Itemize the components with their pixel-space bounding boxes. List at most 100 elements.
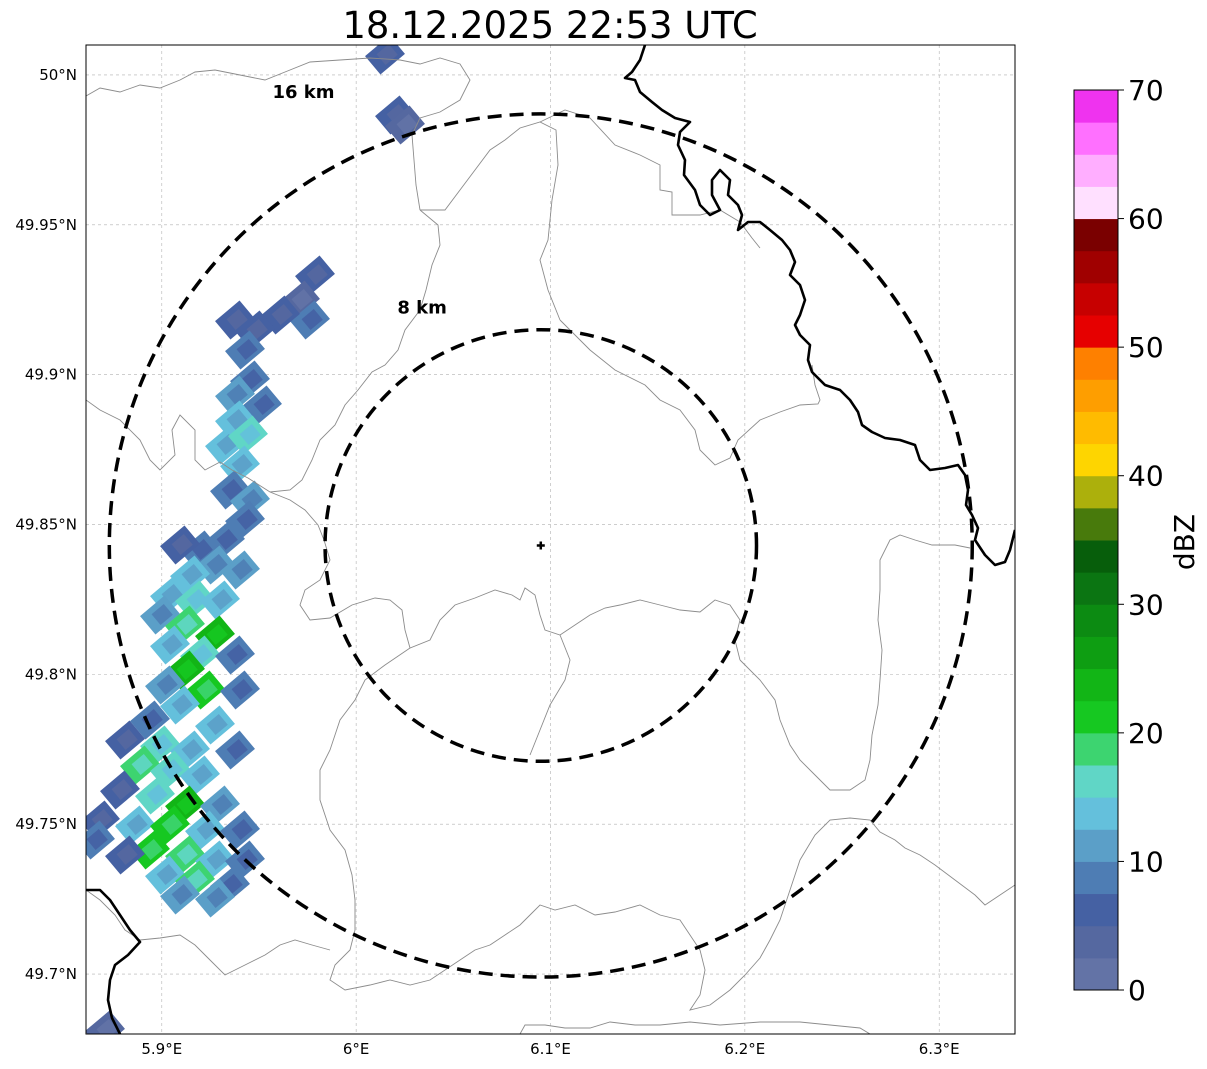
echo-cell	[161, 633, 183, 655]
colorbar-bin	[1074, 540, 1118, 573]
echo-cell	[231, 558, 253, 580]
colorbar-tick-label: 30	[1128, 588, 1164, 621]
colorbar-bin	[1074, 765, 1118, 798]
boundary-line	[319, 647, 491, 991]
echo-cell	[301, 308, 323, 330]
y-tick-label: 50°N	[39, 66, 77, 84]
boundary-line	[539, 109, 761, 249]
echo-cell	[196, 678, 218, 700]
echo-cell	[191, 763, 213, 785]
colorbar-tick-label: 60	[1128, 203, 1164, 236]
range-ring-label: 8 km	[397, 298, 447, 319]
echo-cell	[116, 843, 138, 865]
colorbar-tick-label: 0	[1128, 974, 1146, 1007]
reflectivity-echoes	[86, 45, 425, 1034]
colorbar-tick-label: 50	[1128, 331, 1164, 364]
echo-cell	[226, 738, 248, 760]
colorbar-bin	[1074, 315, 1118, 348]
echo-cell	[291, 288, 313, 310]
colorbar-tick-label: 10	[1128, 845, 1164, 878]
echo-cell	[161, 813, 183, 835]
echo-cell	[171, 693, 193, 715]
range-ring	[107, 112, 974, 979]
echo-cell	[96, 1018, 118, 1034]
echo-cell	[376, 45, 398, 65]
colorbar-bin	[1074, 732, 1118, 766]
colorbar-bin	[1074, 797, 1118, 830]
echo-cell	[156, 673, 178, 695]
colorbar-bin	[1074, 700, 1118, 734]
echo-cell	[206, 886, 228, 908]
echo-cell	[161, 758, 183, 780]
y-tick-label: 49.9°N	[25, 366, 77, 384]
boundary-line	[420, 121, 561, 321]
colorbar-unit-label: dBZ	[1168, 514, 1201, 570]
echo-cell	[231, 678, 253, 700]
echo-cell	[206, 623, 228, 645]
echo-cell	[216, 528, 238, 550]
map-frame	[85, 44, 1016, 1035]
colorbar-bin	[1074, 572, 1118, 605]
boundary-line	[86, 399, 325, 541]
y-tick-label: 49.95°N	[15, 216, 77, 234]
colorbar-tick-label: 20	[1128, 717, 1164, 750]
colorbar-bin	[1074, 507, 1118, 541]
colorbar-bin	[1074, 636, 1118, 670]
echo-cell	[181, 563, 203, 585]
y-tick-label: 49.85°N	[15, 516, 77, 534]
boundary-line	[559, 319, 821, 466]
colorbar-bin	[1074, 186, 1118, 220]
echo-cell	[253, 393, 275, 415]
boundary-line	[299, 539, 741, 661]
echo-cell	[271, 303, 293, 325]
echo-cell	[226, 308, 248, 330]
echo-cell	[396, 113, 418, 135]
national-borders	[86, 45, 1015, 1034]
colorbar: 0 10 20 30 40 50 60 70 dBZ	[1073, 74, 1201, 1007]
echo-cell	[86, 828, 108, 850]
colorbar-bin	[1074, 893, 1118, 927]
colorbar-bin	[1074, 668, 1118, 702]
boundary-line	[86, 889, 331, 976]
echo-cell	[211, 793, 233, 815]
axis-tick-labels: 5.9°E 6°E 6.1°E 6.2°E 6.3°E 50°N 49.95°N 49.9°N…	[15, 66, 959, 1058]
colorbar-bin	[1074, 925, 1118, 959]
colorbar-bin	[1074, 282, 1118, 316]
x-tick-label: 6°E	[343, 1040, 370, 1058]
echo-cell	[206, 848, 228, 870]
x-tick-label: 6.3°E	[919, 1040, 960, 1058]
x-tick-label: 6.2°E	[724, 1040, 765, 1058]
y-tick-label: 49.8°N	[25, 665, 77, 683]
range-ring	[323, 327, 759, 764]
echo-cell	[111, 778, 133, 800]
x-tick-label: 6.1°E	[530, 1040, 571, 1058]
colorbar-bin	[1074, 861, 1118, 895]
colorbar-bin	[1074, 957, 1118, 991]
echo-cell	[186, 588, 208, 610]
colorbar-bin	[1074, 829, 1118, 862]
map-title: 18.12.2025 22:53 UTC	[342, 4, 758, 47]
colorbar-bin	[1074, 250, 1118, 284]
echo-cell	[141, 838, 163, 860]
colorbar-frame	[1073, 89, 1119, 991]
y-tick-label: 49.75°N	[15, 815, 77, 833]
boundary-line	[739, 534, 971, 791]
border-line	[86, 888, 142, 1034]
echo-cell	[226, 643, 248, 665]
colorbar-bin	[1074, 443, 1118, 477]
echo-cell	[176, 658, 198, 680]
range-rings: 8 km 16 km	[107, 82, 974, 979]
colorbar-tick-label: 70	[1128, 74, 1164, 107]
colorbar-bin	[1074, 604, 1118, 637]
echo-cell	[176, 843, 198, 865]
echo-cell	[236, 338, 258, 360]
colorbar-bin	[1074, 347, 1118, 380]
echo-cell	[231, 453, 253, 475]
colorbar-bin	[1074, 90, 1118, 123]
colorbar-bin	[1074, 379, 1118, 412]
x-tick-label: 5.9°E	[141, 1040, 182, 1058]
echo-cell	[171, 533, 193, 555]
colorbar-bin	[1074, 122, 1118, 155]
colorbar-bin	[1074, 218, 1118, 252]
